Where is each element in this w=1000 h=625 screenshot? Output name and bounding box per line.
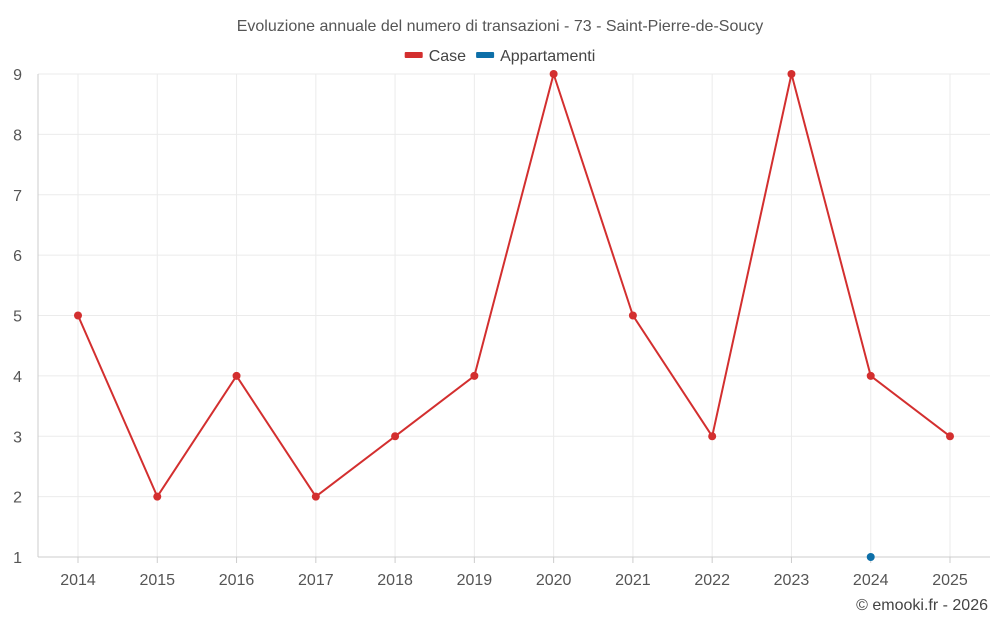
series-layer (74, 70, 954, 561)
x-tick-label: 2016 (219, 572, 255, 589)
data-point (549, 70, 558, 78)
x-tick-label: 2014 (60, 572, 96, 589)
y-tick-label: 6 (13, 248, 22, 265)
y-tick-label: 2 (13, 490, 22, 507)
x-tick-label: 2024 (853, 572, 889, 589)
axes: 1 2 3 4 5 6 7 8 9 2014 2015 2016 2017 2018 2019 2020 202… (13, 67, 990, 589)
x-tick-label: 2018 (377, 572, 413, 589)
legend-label: Appartamenti (500, 48, 595, 65)
credit-text: © emooki.fr - 2026 (856, 597, 988, 614)
data-point (787, 70, 796, 78)
y-tick-label: 4 (13, 369, 22, 386)
y-tick-label: 1 (13, 550, 22, 567)
y-tick-label: 8 (13, 127, 22, 144)
x-tick-label: 2021 (615, 572, 651, 589)
legend-item: Case (404, 48, 466, 65)
y-tick-label: 9 (13, 67, 22, 84)
data-point (866, 371, 875, 380)
data-point (232, 371, 241, 380)
data-point (74, 311, 82, 320)
y-tick-label: 7 (13, 188, 22, 205)
data-point (470, 371, 479, 380)
series-line-case (77, 73, 951, 498)
data-point (628, 311, 637, 320)
x-tick-label: 2019 (457, 572, 493, 589)
legend-swatch (404, 52, 423, 58)
legend: Case Appartamenti (404, 48, 595, 65)
x-tick-label: 2023 (774, 572, 810, 589)
data-point (708, 432, 717, 441)
x-tick-label: 2020 (536, 572, 572, 589)
chart-title: Evoluzione annuale del numero di transaz… (237, 18, 764, 35)
legend-label: Case (429, 48, 466, 65)
legend-swatch (476, 52, 495, 58)
data-point (866, 553, 875, 561)
data-point (311, 492, 320, 501)
x-tick-label: 2022 (694, 572, 730, 589)
x-tick-label: 2017 (298, 572, 334, 589)
data-point (391, 432, 400, 441)
y-tick-label: 3 (13, 429, 22, 446)
data-point (946, 432, 954, 441)
x-tick-label: 2015 (139, 572, 175, 589)
grid (38, 73, 990, 557)
y-tick-label: 5 (13, 309, 22, 326)
legend-item: Appartamenti (476, 48, 595, 65)
x-tick-label: 2025 (932, 572, 968, 589)
data-point (153, 492, 162, 501)
